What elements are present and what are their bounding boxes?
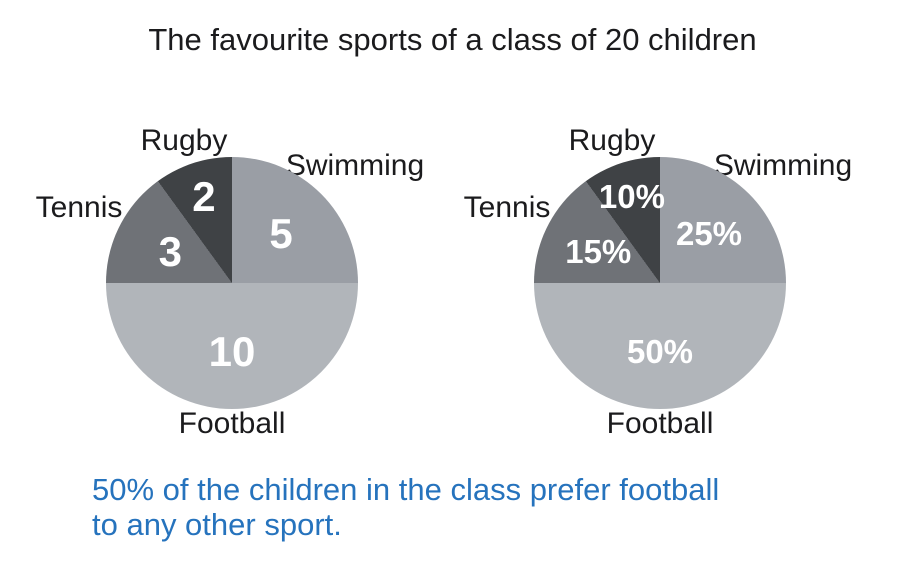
- caption: 50% of the children in the class prefer …: [92, 472, 719, 542]
- slice-label-swimming: Swimming: [285, 149, 425, 182]
- caption-line-1: 50% of the children in the class prefer …: [92, 472, 720, 507]
- slice-label-tennis: Tennis: [463, 191, 551, 224]
- pie-value-label: 3: [158, 227, 182, 275]
- pie-chart-counts: Rugby Swimming Tennis Football 5 10 3 2: [0, 0, 462, 455]
- slice-label-football: Football: [178, 407, 286, 440]
- pie-value-label: 15%: [565, 232, 632, 270]
- pie-chart-percentages: Rugby Swimming Tennis Football 25% 50% 15%…: [428, 0, 890, 455]
- pie-counts: 5 10 3 2: [106, 157, 358, 409]
- pie-value-label: 25%: [675, 214, 743, 252]
- slice-label-rugby: Rugby: [140, 124, 228, 157]
- pie-percentages: 25% 50% 15% 10%: [534, 157, 786, 409]
- pie-value-label: 50%: [626, 333, 694, 371]
- slice-label-swimming: Swimming: [713, 149, 853, 182]
- pie-value-label: 5: [269, 209, 293, 257]
- caption-line-2: to any other sport.: [92, 507, 342, 542]
- slice-label-tennis: Tennis: [35, 191, 123, 224]
- pie-value-label: 10: [208, 328, 256, 376]
- slice-label-rugby: Rugby: [568, 124, 656, 157]
- slice-label-football: Football: [606, 407, 714, 440]
- chart-title: The favourite sports of a class of 20 ch…: [148, 22, 757, 57]
- pie-value-label: 2: [192, 172, 216, 220]
- pie-value-label: 10%: [598, 177, 665, 215]
